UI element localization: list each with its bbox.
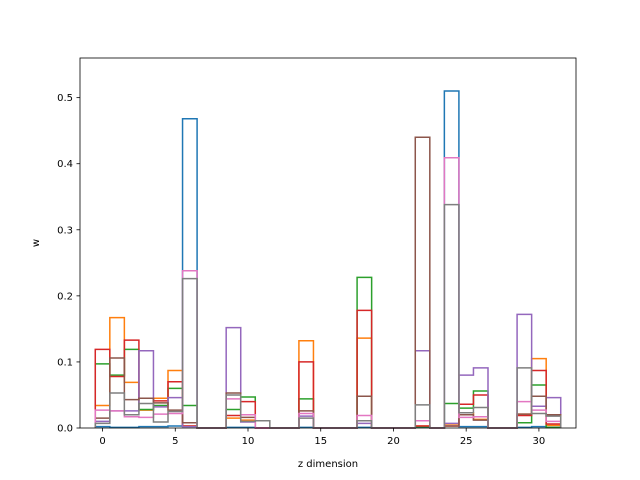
y-tick-label: 0.0: [57, 424, 73, 435]
y-axis-label: w: [31, 239, 42, 247]
x-axis-label: z dimension: [298, 459, 358, 470]
x-tick-label: 15: [314, 436, 327, 447]
y-tick-label: 0.1: [57, 357, 73, 368]
y-axis: 0.0 0.1 0.2 0.3 0.4 0.5: [57, 93, 80, 435]
y-tick-label: 0.5: [57, 93, 73, 104]
y-tick-label: 0.4: [57, 159, 73, 170]
x-axis: 0 5 10 15 20 25 30: [99, 428, 545, 447]
x-tick-label: 30: [533, 436, 546, 447]
y-tick-label: 0.2: [57, 291, 73, 302]
x-tick-label: 20: [387, 436, 400, 447]
y-tick-label: 0.3: [57, 225, 73, 236]
x-tick-label: 10: [242, 436, 255, 447]
x-tick-label: 5: [172, 436, 178, 447]
plot-frame: [79, 57, 577, 429]
x-tick-label: 0: [99, 436, 105, 447]
x-tick-label: 25: [460, 436, 473, 447]
